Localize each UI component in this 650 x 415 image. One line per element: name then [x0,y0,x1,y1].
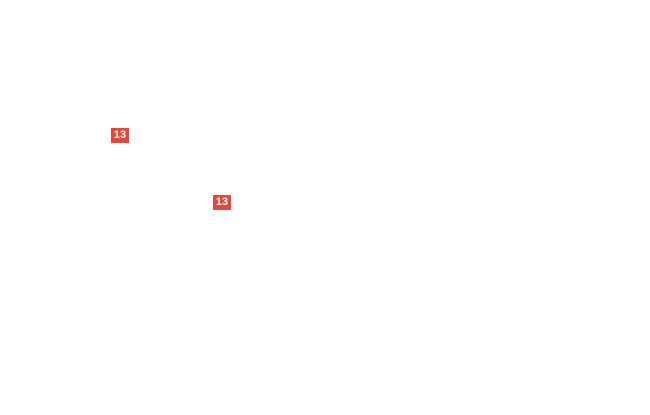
part-callout-badge[interactable]: 13 [213,195,231,210]
part-callout-badge[interactable]: 13 [111,128,129,143]
